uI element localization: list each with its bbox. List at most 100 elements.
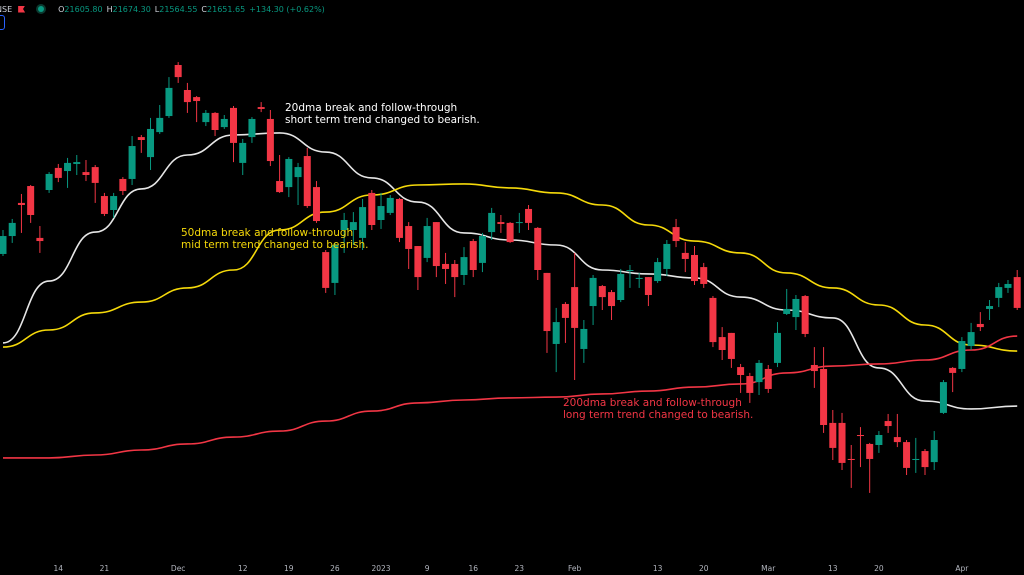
x-tick-label: 13 (828, 564, 838, 573)
candle-bullish (73, 155, 81, 175)
candle-body (644, 277, 652, 295)
candle-body (903, 442, 911, 468)
candle-bearish (856, 427, 864, 468)
candle-bearish (718, 327, 726, 360)
candle-bearish (746, 372, 754, 403)
candle-body (700, 267, 708, 284)
candle-bullish (349, 212, 357, 245)
candle-body (27, 186, 35, 215)
candle-body (534, 227, 542, 270)
candle-body (838, 422, 846, 463)
candle-bearish (230, 106, 237, 163)
candle-body (183, 90, 191, 103)
candle-bullish (460, 247, 468, 285)
candle-body (331, 245, 339, 283)
candle-body (893, 437, 901, 443)
candle-bullish (386, 195, 394, 215)
x-axis: 14 21 Dec 12 19 26 2023 9 16 23 Feb 13 20 Mar 13 20 Apr (54, 564, 970, 573)
candle-body (395, 198, 403, 238)
high-value: 21674.30 (112, 4, 151, 14)
candle-body (515, 222, 523, 224)
candle-bearish (211, 112, 219, 137)
candle-body (967, 332, 975, 347)
indicators-toggle-button[interactable] (0, 15, 5, 30)
candle-bearish (903, 440, 911, 475)
candle-body (912, 458, 920, 460)
candle-body (930, 440, 938, 463)
candle-body (884, 421, 892, 427)
candle-body (626, 270, 634, 272)
candle-bearish (54, 163, 62, 183)
candle-bearish (884, 413, 892, 433)
low-value: 21564.55 (159, 4, 198, 14)
x-tick-label: 14 (54, 564, 64, 573)
candle-bullish (488, 207, 496, 240)
candle-bearish (82, 160, 90, 182)
candle-bearish (681, 242, 689, 273)
dma200-line (3, 335, 1018, 459)
candle-bearish (700, 262, 708, 288)
candle-body (73, 162, 81, 164)
candle-bullish (783, 288, 791, 315)
candle-body (939, 382, 947, 413)
candle-bullish (45, 172, 53, 193)
candle-bullish (515, 212, 523, 233)
candle-bullish (589, 275, 597, 325)
candles (0, 62, 1021, 493)
candle-body (451, 263, 459, 278)
candle-body (165, 87, 173, 117)
candle-body (414, 246, 422, 278)
candle-body (1004, 283, 1012, 288)
candle-body (856, 435, 864, 437)
candle-bearish (949, 367, 957, 393)
candle-body (257, 107, 265, 109)
candle-bearish (266, 110, 274, 167)
candle-bullish (792, 295, 800, 330)
candle-body (285, 158, 293, 188)
annotation-50dma: 50dma break and follow-through mid term … (181, 227, 369, 251)
candle-body (432, 222, 440, 267)
x-tick-label: 23 (515, 564, 525, 573)
candle-body (561, 303, 569, 318)
candle-bearish (838, 412, 846, 470)
candle-bearish (976, 312, 984, 332)
x-tick-label: Dec (171, 564, 186, 573)
candle-body (137, 137, 145, 140)
candle-bullish (755, 360, 763, 395)
candle-bearish (709, 296, 717, 348)
candle-bullish (663, 240, 671, 277)
candle-bullish (478, 232, 486, 273)
candle-bullish (165, 77, 173, 118)
x-tick-label: 13 (653, 564, 663, 573)
candle-bearish (1013, 270, 1021, 310)
candle-body (322, 252, 330, 288)
x-tick-label: 20 (874, 564, 884, 573)
candle-bearish (405, 222, 413, 269)
candle-bearish (829, 410, 837, 460)
candle-bullish (359, 198, 367, 250)
candle-bearish (257, 102, 265, 113)
candle-body (17, 202, 25, 205)
candle-bearish (737, 363, 745, 393)
candle-body (617, 273, 625, 300)
change-value: +134.30 (+0.62%) (249, 4, 325, 14)
symbol-label[interactable]: NSE (0, 4, 13, 14)
candle-body (552, 322, 560, 344)
candle-body (792, 298, 800, 318)
candle-bearish (506, 222, 514, 243)
candle-bullish (64, 157, 72, 188)
candle-body (45, 173, 53, 190)
candle-bullish (110, 192, 118, 218)
candle-body (681, 252, 689, 259)
candle-body (589, 277, 597, 307)
candle-body (119, 178, 127, 192)
candle-body (193, 97, 201, 102)
candle-body (755, 362, 763, 383)
flag-icon[interactable] (18, 5, 26, 13)
candle-bearish (174, 62, 182, 83)
candle-body (764, 368, 772, 389)
market-open-dot-icon (38, 6, 45, 12)
candle-bullish (958, 337, 966, 373)
